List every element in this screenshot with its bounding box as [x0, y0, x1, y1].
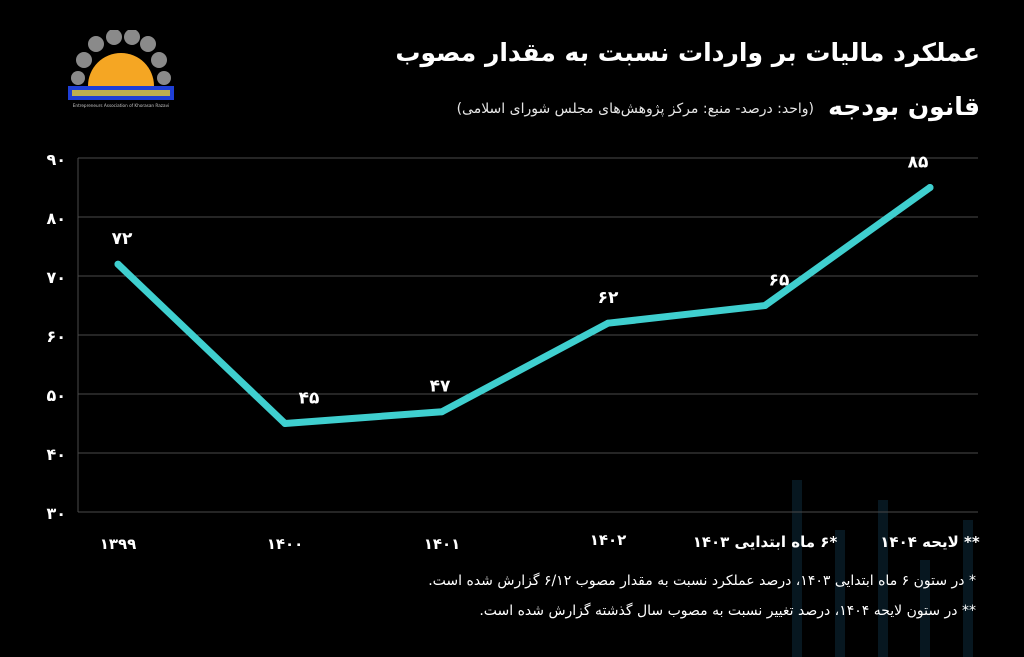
y-tick-label: ۶۰: [46, 327, 66, 346]
grid-lines: [77, 157, 978, 513]
data-label: ۶۲: [598, 288, 619, 308]
data-label: ۷۲: [112, 229, 133, 249]
y-tick-label: ۴۰: [46, 445, 66, 464]
data-point: [604, 319, 612, 327]
y-tick-label: ۵۰: [46, 386, 66, 405]
x-tick-label: ۱۴۰۲: [590, 531, 627, 549]
logo-caption: Entrepreneurs Association of Khorasan Ra…: [73, 103, 169, 108]
data-label: ۶۵: [769, 271, 790, 291]
background-bar: [835, 530, 845, 657]
chart-subtitle: (واحد: درصد- منبع: مرکز پژوهش‌های مجلس ش…: [456, 101, 814, 117]
gear-ring-icon: [71, 30, 171, 85]
data-point: [438, 408, 446, 416]
x-axis-ticks: ۱۳۹۹ ۱۴۰۰ ۱۴۰۱ ۱۴۰۲ *۶ ماه ابتدایی ۱۴۰۳ ** لا…: [100, 531, 980, 553]
x-tick-label: *۶ ماه ابتدایی ۱۴۰۳: [693, 533, 838, 551]
y-tick-label: ۸۰: [46, 209, 66, 228]
series-line: [114, 184, 934, 427]
x-tick-label: ۱۳۹۹: [100, 535, 137, 553]
y-tick-label: ۹۰: [46, 150, 66, 169]
sun-icon: [88, 53, 154, 86]
y-tick-label: ۷۰: [46, 268, 66, 287]
data-point: [281, 420, 289, 427]
x-tick-label: ۱۴۰۰: [267, 535, 304, 553]
data-point: [114, 260, 122, 268]
logo-banner-stripe: [72, 90, 170, 96]
background-bar: [963, 520, 973, 657]
footnote-1: * در ستون ۶ ماه ابتدایی ۱۴۰۳، درصد عملکر…: [428, 573, 976, 589]
data-label: ۴۷: [430, 377, 451, 397]
organization-logo: Entrepreneurs Association of Khorasan Ra…: [68, 30, 174, 108]
chart-title-line2: قانون بودجه: [828, 92, 980, 121]
footnote-2: ** در ستون لایحه ۱۴۰۴، درصد تغییر نسبت ب…: [479, 603, 976, 619]
data-point: [761, 302, 769, 309]
data-point: [926, 184, 934, 191]
x-tick-label: ۱۴۰۱: [424, 535, 461, 553]
series: [114, 184, 934, 427]
data-label: ۴۵: [299, 389, 320, 409]
data-labels: ۷۲ ۴۵ ۴۷ ۶۲ ۶۵ ۸۵: [112, 153, 929, 409]
data-label: ۸۵: [908, 153, 929, 173]
y-tick-label: ۳۰: [46, 504, 66, 523]
background-bar: [878, 500, 888, 657]
y-axis-ticks: ۳۰ ۴۰ ۵۰ ۶۰ ۷۰ ۸۰ ۹۰: [46, 150, 66, 523]
background-bar: [792, 480, 802, 657]
x-tick-label: ** لایحه ۱۴۰۴: [880, 533, 980, 551]
background-bar: [920, 560, 930, 657]
chart-title-line1: عملکرد مالیات بر واردات نسبت به مقدار مص…: [395, 38, 980, 67]
